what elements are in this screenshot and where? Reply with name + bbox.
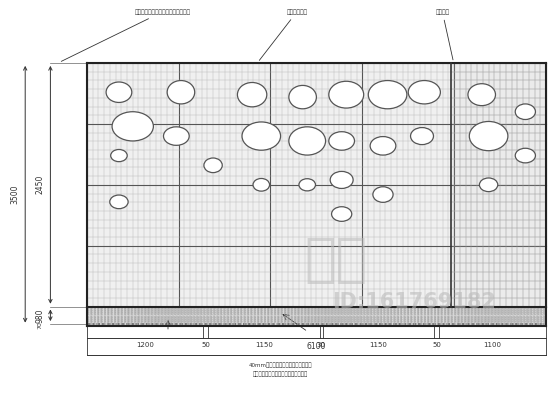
Ellipse shape [373, 187, 393, 202]
Ellipse shape [289, 127, 325, 155]
Text: 980: 980 [36, 308, 45, 323]
Text: 2450: 2450 [36, 175, 45, 194]
Text: 气应回面: 气应回面 [436, 9, 453, 60]
Ellipse shape [329, 81, 363, 108]
Text: 6100: 6100 [307, 342, 326, 351]
Text: 1100: 1100 [484, 342, 502, 348]
Ellipse shape [299, 178, 315, 191]
Ellipse shape [112, 112, 153, 141]
Bar [87, 307, 546, 326]
Text: 3500: 3500 [11, 184, 20, 204]
Ellipse shape [368, 81, 407, 109]
Text: 70: 70 [38, 321, 43, 329]
Text: 1150: 1150 [255, 342, 273, 348]
Ellipse shape [370, 136, 396, 155]
Text: 50: 50 [201, 342, 210, 348]
Ellipse shape [164, 127, 189, 145]
Ellipse shape [479, 178, 498, 192]
Ellipse shape [329, 132, 354, 150]
Ellipse shape [204, 158, 222, 173]
Text: 1200: 1200 [136, 342, 154, 348]
Text: 木径门框边道: 木径门框边道 [259, 9, 307, 60]
Text: 1150: 1150 [370, 342, 388, 348]
Ellipse shape [468, 84, 496, 105]
Ellipse shape [289, 85, 316, 109]
Ellipse shape [408, 81, 440, 104]
Ellipse shape [515, 104, 535, 120]
Ellipse shape [237, 82, 267, 107]
Text: ID:161769182: ID:161769182 [333, 292, 496, 312]
Ellipse shape [106, 82, 132, 102]
Ellipse shape [167, 81, 195, 104]
Ellipse shape [469, 121, 508, 151]
Ellipse shape [242, 122, 281, 150]
Text: 气应处理，半平外镜不贴木料材料处理: 气应处理，半平外镜不贴木料材料处理 [253, 371, 307, 377]
Text: 40mm平整轨面木基乌刀面，平内边面: 40mm平整轨面木基乌刀面，平内边面 [248, 362, 312, 368]
Text: 30: 30 [317, 342, 326, 348]
Ellipse shape [111, 150, 127, 162]
Ellipse shape [330, 171, 353, 189]
Bar [87, 63, 546, 307]
Bar [451, 63, 546, 307]
Ellipse shape [515, 148, 535, 163]
Ellipse shape [332, 207, 352, 221]
Ellipse shape [253, 178, 269, 191]
Ellipse shape [110, 195, 128, 209]
Ellipse shape [410, 128, 433, 144]
Text: 50: 50 [432, 342, 441, 348]
Text: 菱乐木纹模板，山峰美统平凸厚处在: 菱乐木纹模板，山峰美统平凸厚处在 [61, 9, 190, 61]
Text: 知乎: 知乎 [305, 234, 367, 286]
